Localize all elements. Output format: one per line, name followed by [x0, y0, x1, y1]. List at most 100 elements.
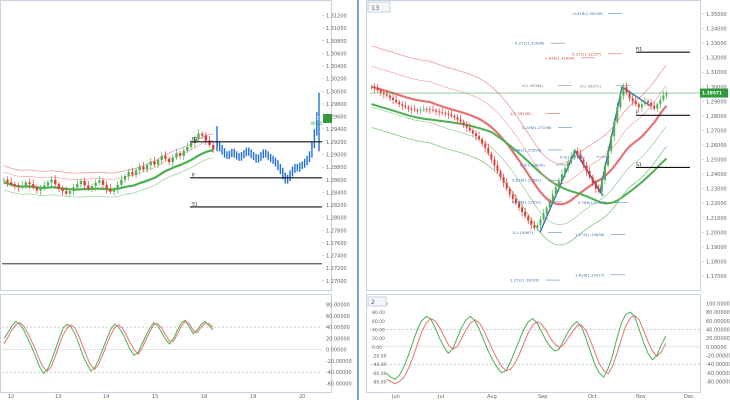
left-candle[interactable] [72, 187, 74, 191]
left-candle[interactable] [32, 184, 34, 187]
left-oscillator-panel[interactable]: 80.0000060.0000040.0000020.000000.00000-… [1, 295, 352, 393]
right-candle[interactable] [546, 208, 548, 214]
right-candle[interactable] [665, 93, 667, 95]
right-candle[interactable] [503, 177, 505, 183]
right-candle[interactable] [650, 103, 652, 106]
left-candle[interactable] [208, 141, 210, 145]
right-candle[interactable] [469, 128, 471, 131]
left-candle[interactable] [87, 185, 89, 188]
right-candle[interactable] [496, 165, 498, 171]
left-candle[interactable] [14, 184, 16, 186]
right-candle[interactable] [558, 181, 560, 187]
left-candle[interactable] [186, 147, 188, 151]
right-candle[interactable] [622, 87, 624, 96]
left-candle[interactable] [168, 159, 170, 162]
right-candle[interactable] [481, 139, 483, 143]
right-candle[interactable] [380, 90, 382, 92]
right-candle[interactable] [490, 154, 492, 160]
right-candle[interactable] [583, 160, 585, 166]
right-candle[interactable] [389, 96, 391, 98]
left-candle[interactable] [131, 172, 133, 175]
left-candle[interactable] [120, 180, 122, 185]
right-candle[interactable] [527, 216, 529, 220]
left-candle[interactable] [139, 166, 141, 170]
left-candle[interactable] [94, 183, 96, 186]
left-candle[interactable] [28, 182, 30, 184]
left-candle[interactable] [161, 156, 163, 160]
right-candle[interactable] [641, 104, 643, 107]
right-candle[interactable] [392, 98, 394, 100]
right-candle[interactable] [533, 225, 535, 228]
right-candle[interactable] [595, 183, 597, 189]
right-price-panel[interactable]: -0.618(1.35036)0.272(1.32996)0.272(1.322… [367, 1, 729, 291]
right-candle[interactable] [438, 112, 440, 113]
left-candle[interactable] [6, 180, 8, 183]
right-candle[interactable] [653, 106, 655, 109]
right-candle[interactable] [398, 102, 400, 104]
right-candle[interactable] [607, 151, 609, 166]
left-candle[interactable] [109, 189, 111, 192]
right-candle[interactable] [374, 87, 376, 88]
right-candle[interactable] [472, 130, 474, 133]
left-candle[interactable] [69, 191, 71, 194]
left-candle[interactable] [172, 158, 174, 162]
right-candle[interactable] [478, 136, 480, 139]
right-candle[interactable] [576, 151, 578, 154]
right-candle[interactable] [420, 110, 422, 111]
right-candle[interactable] [371, 87, 373, 88]
left-candle[interactable] [153, 161, 155, 164]
left-candle[interactable] [83, 181, 85, 185]
left-candle[interactable] [17, 186, 19, 187]
right-candle[interactable] [417, 110, 419, 111]
right-candle[interactable] [567, 162, 569, 168]
right-candle[interactable] [407, 107, 409, 108]
left-candle[interactable] [201, 134, 203, 136]
left-candle[interactable] [98, 180, 100, 183]
right-candle[interactable] [619, 96, 621, 108]
right-candle[interactable] [598, 189, 600, 192]
left-candle[interactable] [164, 156, 166, 159]
right-candle[interactable] [484, 144, 486, 148]
left-candle[interactable] [91, 186, 93, 189]
right-candle[interactable] [450, 114, 452, 115]
left-candle[interactable] [105, 185, 107, 189]
left-candle[interactable] [142, 166, 144, 169]
right-candle[interactable] [432, 110, 434, 111]
left-candle[interactable] [36, 187, 38, 190]
right-candle[interactable] [524, 212, 526, 216]
right-candle[interactable] [506, 183, 508, 189]
left-candle[interactable] [205, 136, 207, 141]
right-candle[interactable] [401, 104, 403, 105]
right-candle[interactable] [404, 106, 406, 107]
left-candle[interactable] [65, 191, 67, 194]
right-candle[interactable] [429, 109, 431, 110]
right-candle[interactable] [457, 117, 459, 119]
right-candle[interactable] [453, 116, 455, 117]
left-candle[interactable] [150, 161, 152, 165]
right-candle[interactable] [509, 189, 511, 195]
left-candle[interactable] [10, 182, 12, 184]
left-candle[interactable] [124, 176, 126, 180]
right-candle[interactable] [423, 109, 425, 110]
left-candle[interactable] [58, 184, 60, 188]
right-candle[interactable] [521, 208, 523, 212]
right-candle[interactable] [662, 96, 664, 100]
left-candle[interactable] [146, 165, 148, 169]
left-candle[interactable] [212, 145, 214, 149]
right-candle[interactable] [659, 100, 661, 104]
right-candle[interactable] [552, 194, 554, 201]
right-candle[interactable] [466, 125, 468, 128]
right-candle[interactable] [444, 113, 446, 114]
left-candle[interactable] [39, 189, 41, 191]
right-candle[interactable] [549, 202, 551, 208]
right-candle[interactable] [512, 194, 514, 198]
right-candle[interactable] [586, 165, 588, 171]
left-candle[interactable] [183, 151, 185, 156]
right-candle[interactable] [610, 136, 612, 151]
right-candle[interactable] [435, 110, 437, 111]
right-candle[interactable] [613, 122, 615, 137]
right-candle[interactable] [395, 100, 397, 102]
right-candle[interactable] [493, 160, 495, 166]
right-candle[interactable] [555, 187, 557, 194]
left-candle[interactable] [50, 180, 52, 183]
